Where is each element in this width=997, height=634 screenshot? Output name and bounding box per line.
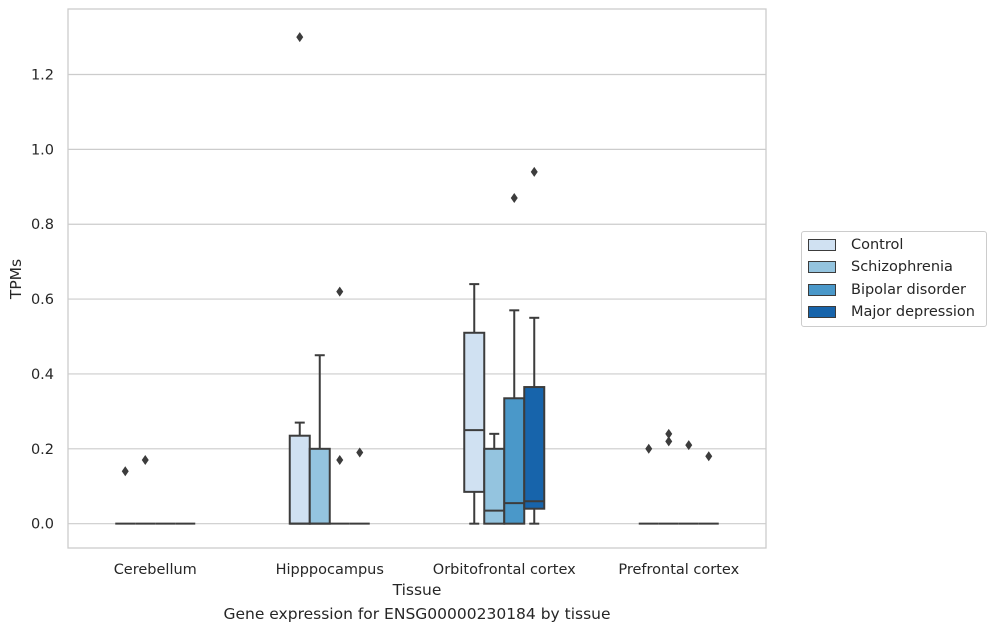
box-hipppocampus-control xyxy=(288,32,311,525)
chart-caption: Gene expression for ENSG00000230184 by t… xyxy=(223,605,611,623)
box-body xyxy=(503,397,526,525)
x-axis-label: Tissue xyxy=(392,581,442,599)
legend-swatch-schizophrenia xyxy=(808,261,836,273)
box-cerebellum-control xyxy=(115,466,136,525)
boxes xyxy=(115,32,719,525)
box-orbitofrontal-cortex-major-depression xyxy=(523,166,546,525)
y-tick-label: 0.6 xyxy=(31,292,54,308)
outlier-point xyxy=(336,286,344,297)
y-tick-label: 1.2 xyxy=(31,68,54,84)
outlier-point xyxy=(665,436,673,447)
box-prefrontal-cortex-control xyxy=(638,443,659,525)
y-axis-ticks: 0.0 0.2 0.4 0.6 0.8 1.0 1.2 xyxy=(31,68,54,533)
y-tick-label: 0.2 xyxy=(31,442,54,458)
plot-area-frame xyxy=(67,8,767,549)
legend-label-bipolar-disorder: Bipolar disorder xyxy=(851,282,966,298)
outlier-point xyxy=(141,455,149,466)
outlier-point xyxy=(336,455,344,466)
legend-item-schizophrenia: Schizophrenia xyxy=(808,258,953,276)
box-prefrontal-cortex-schizophrenia xyxy=(658,428,679,525)
x-tick-label: Orbitofrontal cortex xyxy=(433,562,576,578)
outlier-point xyxy=(530,166,538,177)
outlier-point xyxy=(356,447,364,458)
box-orbitofrontal-cortex-schizophrenia xyxy=(483,432,506,525)
box-body xyxy=(523,386,546,510)
x-axis-ticks: Cerebellum Hipppocampus Orbitofrontal cort… xyxy=(114,562,740,578)
legend-label-control: Control xyxy=(851,237,904,253)
box-orbitofrontal-cortex-bipolar-disorder xyxy=(503,193,526,525)
box-hipppocampus-bipolar-disorder xyxy=(329,286,350,525)
x-tick-label: Cerebellum xyxy=(114,562,197,578)
legend-item-major-depression: Major depression xyxy=(808,303,975,321)
outlier-point xyxy=(665,428,673,439)
outlier-point xyxy=(510,193,518,204)
box-cerebellum-schizophrenia xyxy=(135,455,156,525)
box-hipppocampus-schizophrenia xyxy=(308,354,331,525)
y-tick-label: 0.8 xyxy=(31,217,54,233)
legend-swatch-control xyxy=(808,239,836,251)
box-body xyxy=(288,434,311,525)
box-prefrontal-cortex-major-depression xyxy=(698,451,719,525)
y-tick-label: 1.0 xyxy=(31,142,54,158)
legend-item-control: Control xyxy=(808,236,903,254)
box-prefrontal-cortex-bipolar-disorder xyxy=(678,440,699,525)
y-tick-label: 0.0 xyxy=(31,517,54,533)
y-tick-label: 0.4 xyxy=(31,367,54,383)
legend-item-bipolar-disorder: Bipolar disorder xyxy=(808,281,966,299)
box-body xyxy=(308,447,331,525)
box-hipppocampus-major-depression xyxy=(349,447,370,525)
outlier-point xyxy=(645,443,653,454)
box-body xyxy=(463,331,486,493)
legend-swatch-bipolar-disorder xyxy=(808,284,836,296)
box-orbitofrontal-cortex-control xyxy=(463,283,486,525)
outlier-point xyxy=(296,32,304,43)
legend: Control Schizophrenia Bipolar disorder M… xyxy=(801,231,987,327)
y-axis-label: TPMs xyxy=(7,259,25,300)
gridlines xyxy=(68,73,766,525)
box-body xyxy=(483,447,506,525)
legend-label-major-depression: Major depression xyxy=(851,304,975,320)
outlier-point xyxy=(705,451,713,462)
outlier-point xyxy=(121,466,129,477)
x-tick-label: Hipppocampus xyxy=(276,562,384,578)
outlier-point xyxy=(685,440,693,451)
x-tick-label: Prefrontal cortex xyxy=(618,562,739,578)
legend-swatch-major-depression xyxy=(808,306,836,318)
legend-label-schizophrenia: Schizophrenia xyxy=(851,259,953,275)
